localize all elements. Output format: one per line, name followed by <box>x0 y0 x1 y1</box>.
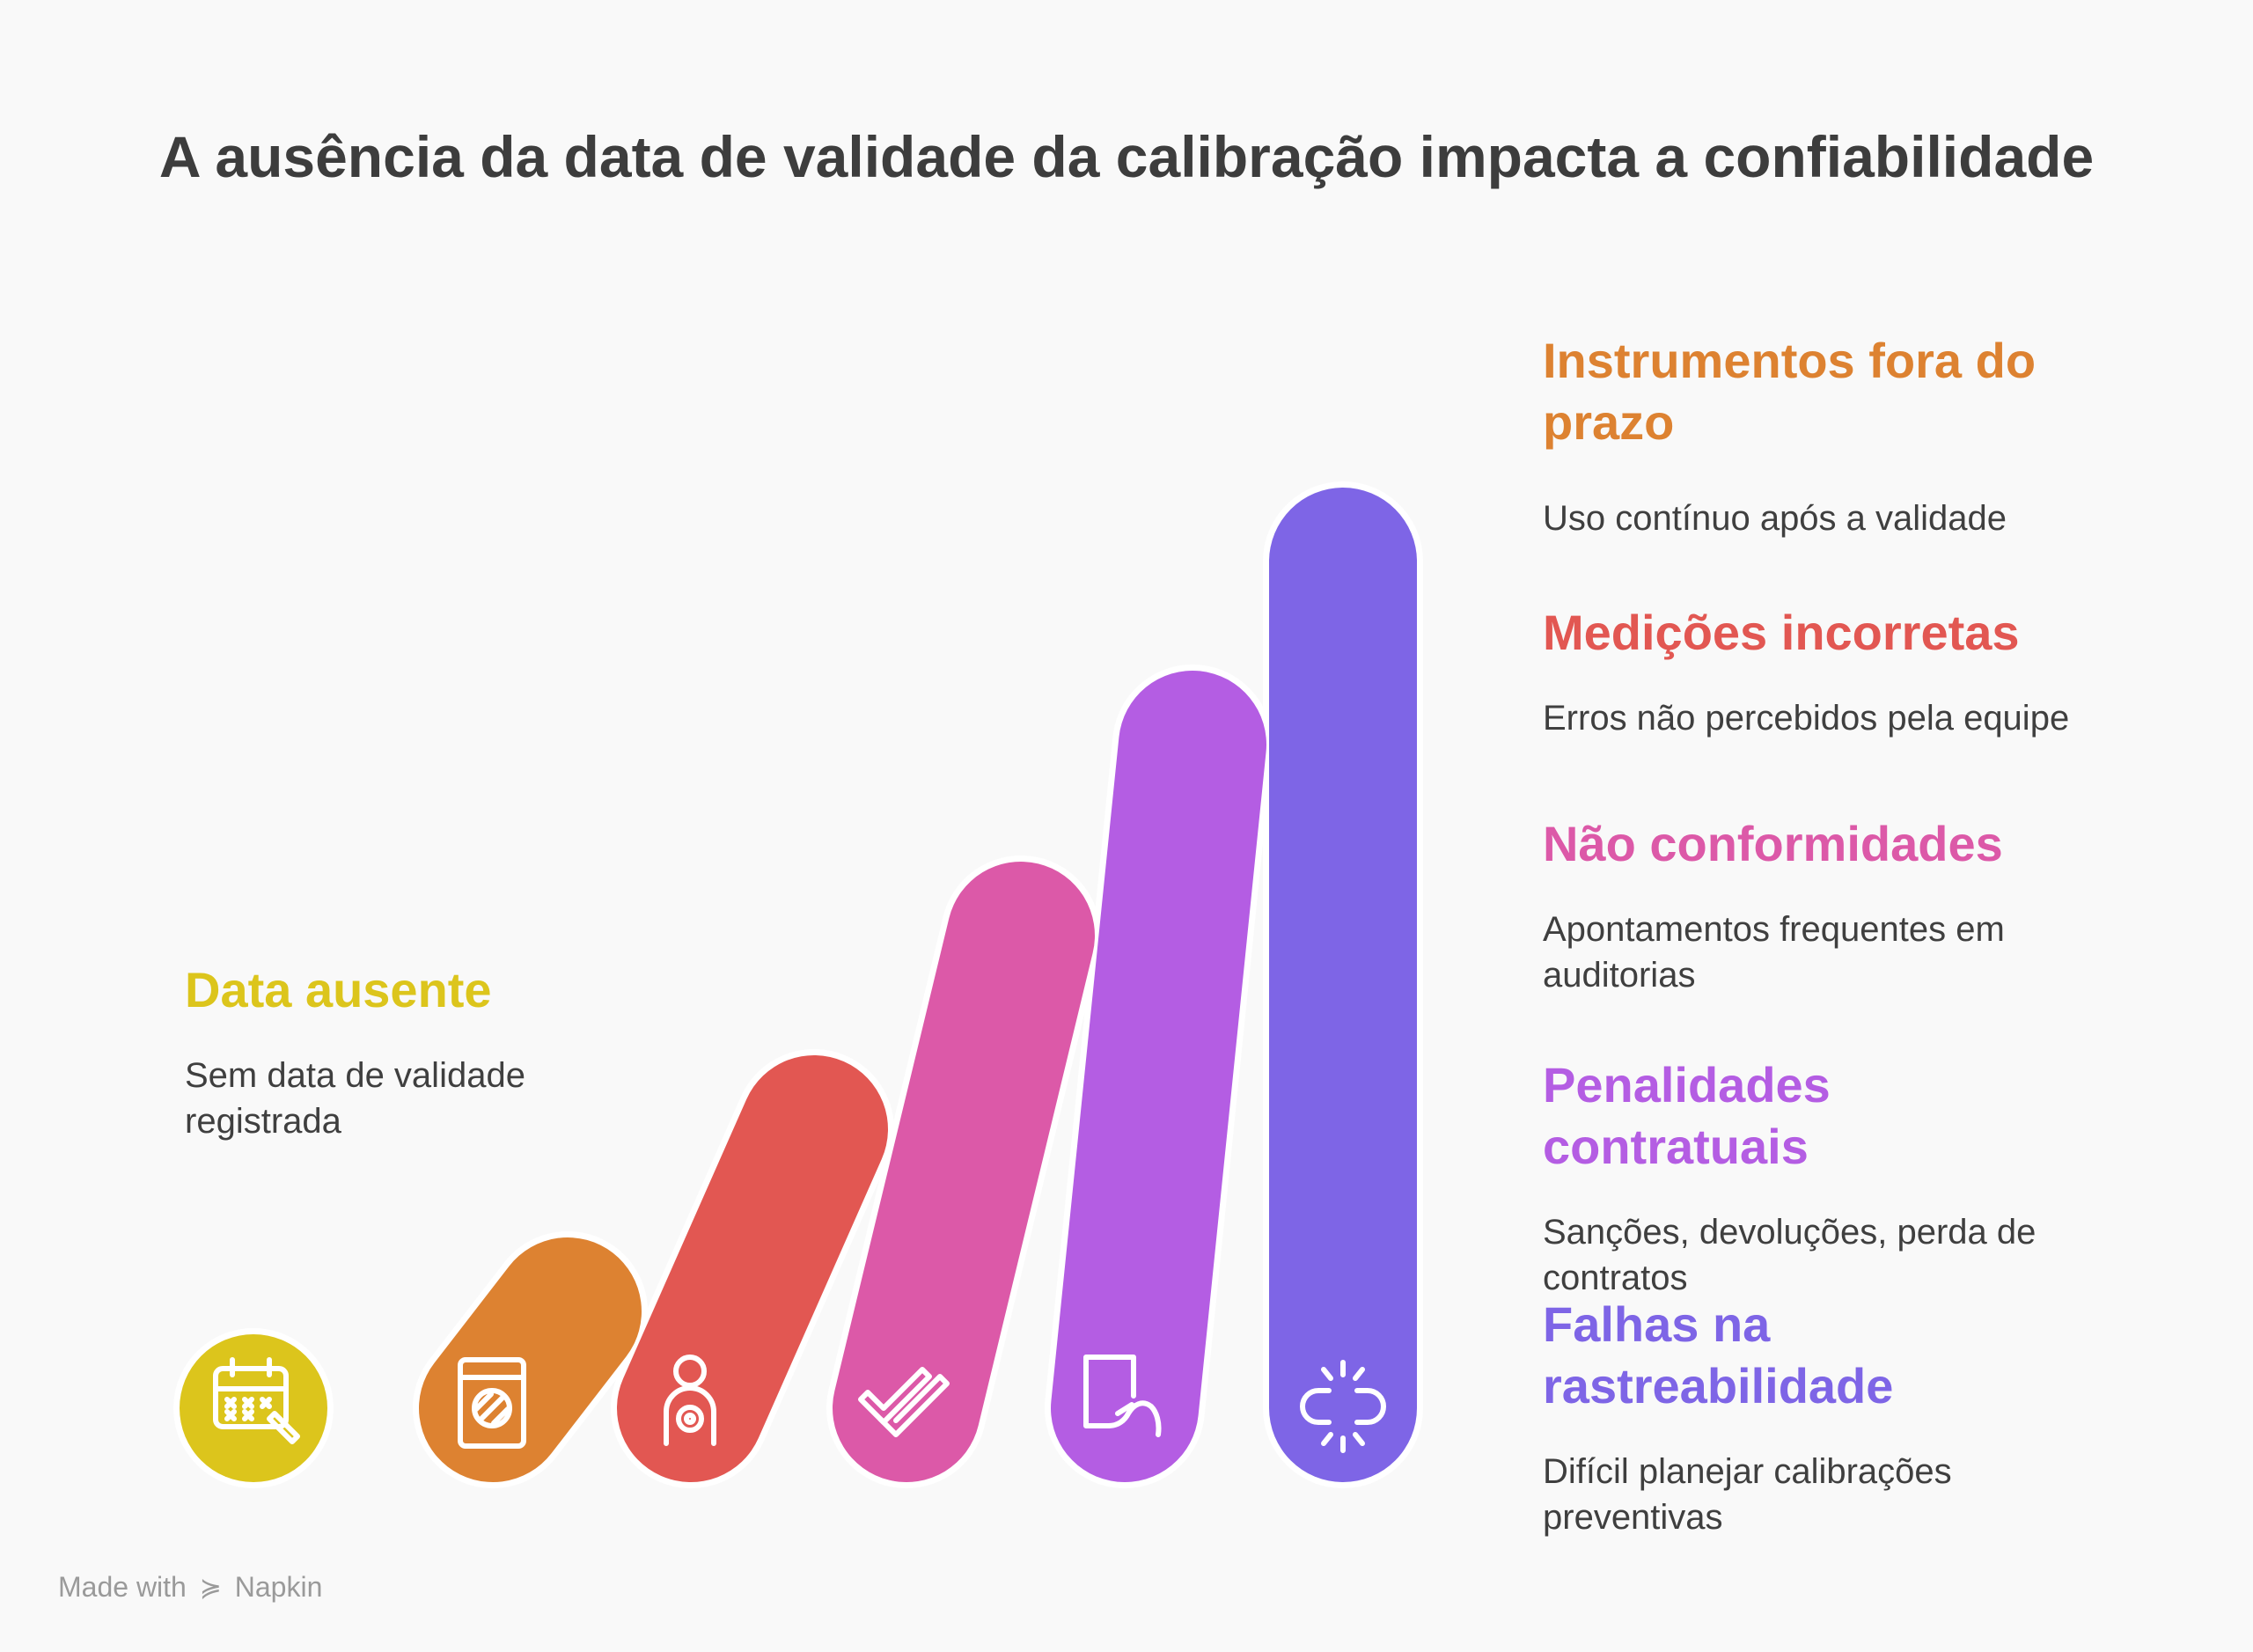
napkin-logo-icon: ≽ <box>199 1574 222 1603</box>
step-bar-4 <box>833 862 1095 1482</box>
calendar-edit-icon <box>213 1357 300 1444</box>
broken-link-icon <box>1300 1360 1386 1453</box>
step-data-ausente: Data ausente Sem data de validade regist… <box>185 959 748 1144</box>
page-title: A ausência da data de validade da calibr… <box>158 124 2095 189</box>
step-description: Uso contínuo após a validade <box>1543 499 2007 538</box>
step-bar-2 <box>419 1237 642 1482</box>
step-instrumentos-fora-do-prazo: Instrumentos fora do prazo Uso contínuo … <box>1543 330 2106 541</box>
step-description: Erros não percebidos pela equipe <box>1543 699 2070 738</box>
made-with-text: Made with <box>58 1571 187 1603</box>
step-bar-3 <box>617 1055 888 1482</box>
step-heading: Instrumentos fora do prazo <box>1543 333 2037 450</box>
step-heading: Falhas na rastreabilidade <box>1543 1296 1894 1413</box>
document-hand-icon <box>1083 1355 1162 1437</box>
step-falhas-na-rastreabilidade: Falhas na rastreabilidade Difícil planej… <box>1543 1294 2106 1540</box>
double-check-icon <box>858 1367 950 1437</box>
step-penalidades-contratuais: Penalidades contratuais Sanções, devoluç… <box>1543 1054 2106 1301</box>
step-description: Sanções, devoluções, perda de contratos <box>1543 1213 2037 1297</box>
step-description: Sem data de validade registrada <box>185 1056 525 1141</box>
step-nao-conformidades: Não conformidades Apontamentos frequente… <box>1543 813 2106 998</box>
step-medicoes-incorretas: Medições incorretas Erros não percebidos… <box>1543 602 2106 741</box>
step-heading: Penalidades contratuais <box>1543 1057 1831 1174</box>
step-heading: Data ausente <box>185 962 492 1017</box>
step-description: Difícil planejar calibrações preventivas <box>1543 1452 1952 1537</box>
step-bar-5 <box>1051 671 1266 1482</box>
napkin-brand: Napkin <box>234 1571 323 1603</box>
expired-document-icon <box>458 1357 526 1449</box>
step-heading: Não conformidades <box>1543 816 2003 871</box>
person-target-icon <box>664 1355 716 1446</box>
step-description: Apontamentos frequentes em auditorias <box>1543 910 2005 995</box>
step-heading: Medições incorretas <box>1543 605 2020 660</box>
made-with-napkin: Made with ≽ Napkin <box>58 1571 322 1604</box>
